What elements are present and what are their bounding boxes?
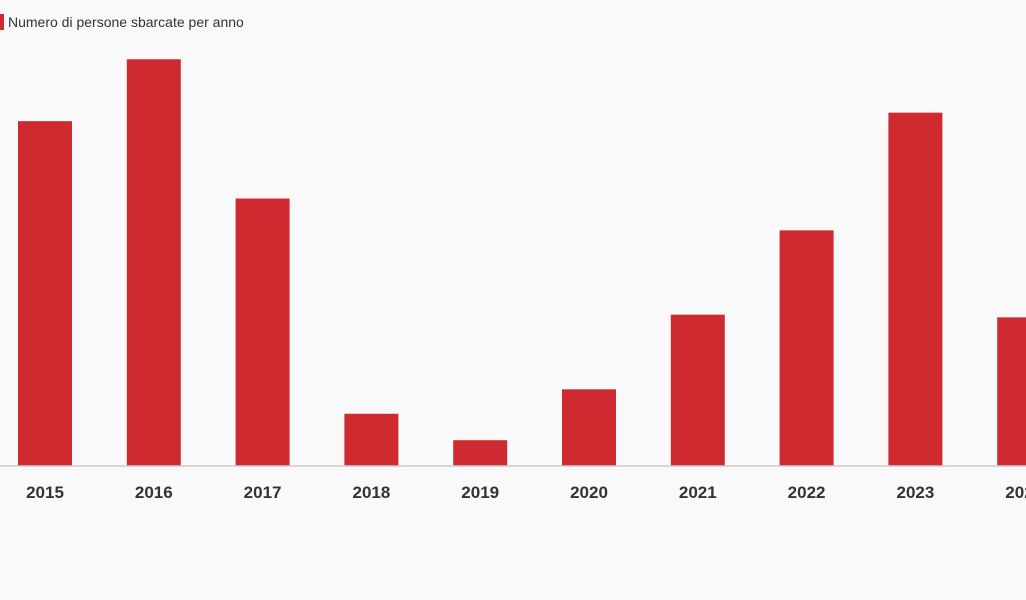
x-tick-label-2015: 2015 (26, 483, 64, 502)
bar-2020 (562, 389, 616, 466)
bar-2019 (453, 440, 508, 466)
bar-2022 (779, 230, 834, 466)
x-tick-label-2018: 2018 (352, 483, 390, 502)
bar-2015 (18, 121, 72, 466)
bar-2024 (997, 317, 1026, 466)
x-tick-label-2021: 2021 (679, 483, 717, 502)
legend: Numero di persone sbarcate per anno (0, 14, 244, 30)
x-tick-label-2017: 2017 (244, 483, 282, 502)
x-tick-label-2022: 2022 (788, 483, 826, 502)
bar-2017 (235, 198, 290, 466)
x-tick-label-2019: 2019 (461, 483, 499, 502)
bar-2023 (888, 112, 943, 466)
legend-swatch (0, 14, 4, 30)
x-tick-label-2024: 2024 (1005, 483, 1026, 502)
x-tick-label-2016: 2016 (135, 483, 173, 502)
x-tick-label-2023: 2023 (896, 483, 934, 502)
x-tick-label-2020: 2020 (570, 483, 608, 502)
bar-2021 (670, 314, 725, 466)
legend-label: Numero di persone sbarcate per anno (8, 14, 244, 30)
bar-2018 (344, 413, 399, 466)
bars-group (18, 59, 1026, 466)
x-tick-labels: 2015 2016 2017 2018 2019 2020 2021 2022 2023 2024 (26, 483, 1026, 502)
bar-2016 (126, 59, 181, 466)
